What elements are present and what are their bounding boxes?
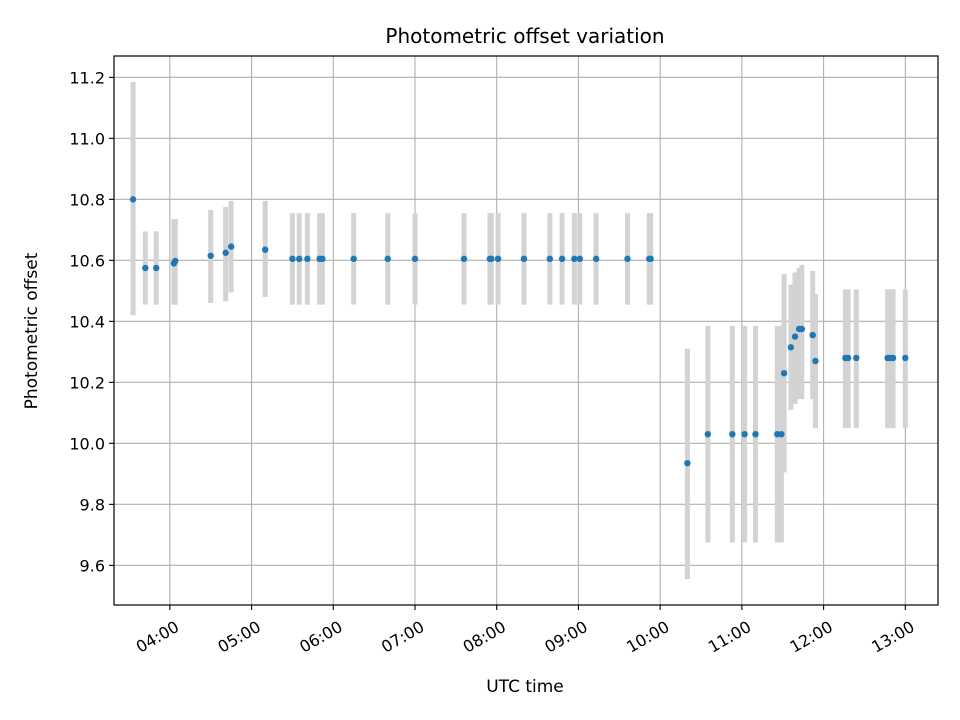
y-tick-label: 9.8 <box>80 495 105 514</box>
data-point <box>129 196 137 203</box>
x-axis-label: UTC time <box>486 677 564 697</box>
data-point <box>222 249 229 256</box>
data-point <box>853 354 860 362</box>
data-point <box>296 255 303 263</box>
data-point <box>889 354 897 362</box>
data-point <box>142 264 149 272</box>
data-point <box>319 255 326 263</box>
data-point <box>261 246 269 253</box>
data-point <box>729 431 736 438</box>
data-point <box>558 255 566 263</box>
data-point <box>350 255 357 263</box>
plot-frame <box>113 55 939 606</box>
data-point <box>172 257 179 265</box>
data-point <box>227 243 235 250</box>
data-point <box>624 255 631 263</box>
data-point <box>546 255 554 263</box>
data-point <box>384 255 391 263</box>
data-point <box>902 354 909 362</box>
y-axis-label: Photometric offset <box>22 252 42 409</box>
data-point <box>494 255 502 263</box>
data-point <box>844 354 852 362</box>
data-point <box>571 255 578 263</box>
data-point <box>741 431 748 438</box>
y-tick-label: 11.2 <box>69 68 105 87</box>
data-point <box>520 255 528 263</box>
data-point <box>704 431 712 438</box>
data-point <box>647 255 654 263</box>
data-point <box>752 431 759 438</box>
data-point <box>488 255 495 263</box>
y-tick-label: 10.8 <box>69 190 105 209</box>
data-point <box>809 331 816 339</box>
data-point <box>207 252 214 259</box>
data-point <box>304 255 311 263</box>
y-axis: 9.6 9.8 10.0 10.2 10.4 10.6 10.8 11.0 11.2 <box>69 68 114 575</box>
y-tick-label: 10.0 <box>69 434 105 453</box>
data-point <box>592 255 600 263</box>
data-point <box>576 255 583 263</box>
data-point <box>780 370 788 377</box>
data-point <box>153 264 160 272</box>
data-point <box>778 431 785 438</box>
data-point <box>812 357 819 365</box>
data-point <box>791 333 799 340</box>
y-tick-label: 9.6 <box>80 556 105 575</box>
chart-title: Photometric offset variation <box>385 24 664 48</box>
data-point <box>787 344 795 351</box>
data-point <box>411 255 419 263</box>
data-points <box>129 196 909 467</box>
data-point <box>289 255 296 263</box>
y-tick-label: 10.2 <box>69 373 105 392</box>
data-point <box>460 255 468 263</box>
data-point <box>798 325 806 333</box>
y-tick-label: 10.6 <box>69 251 105 270</box>
y-tick-label: 11.0 <box>69 129 105 148</box>
y-tick-label: 10.4 <box>69 312 105 331</box>
data-point <box>684 459 691 467</box>
